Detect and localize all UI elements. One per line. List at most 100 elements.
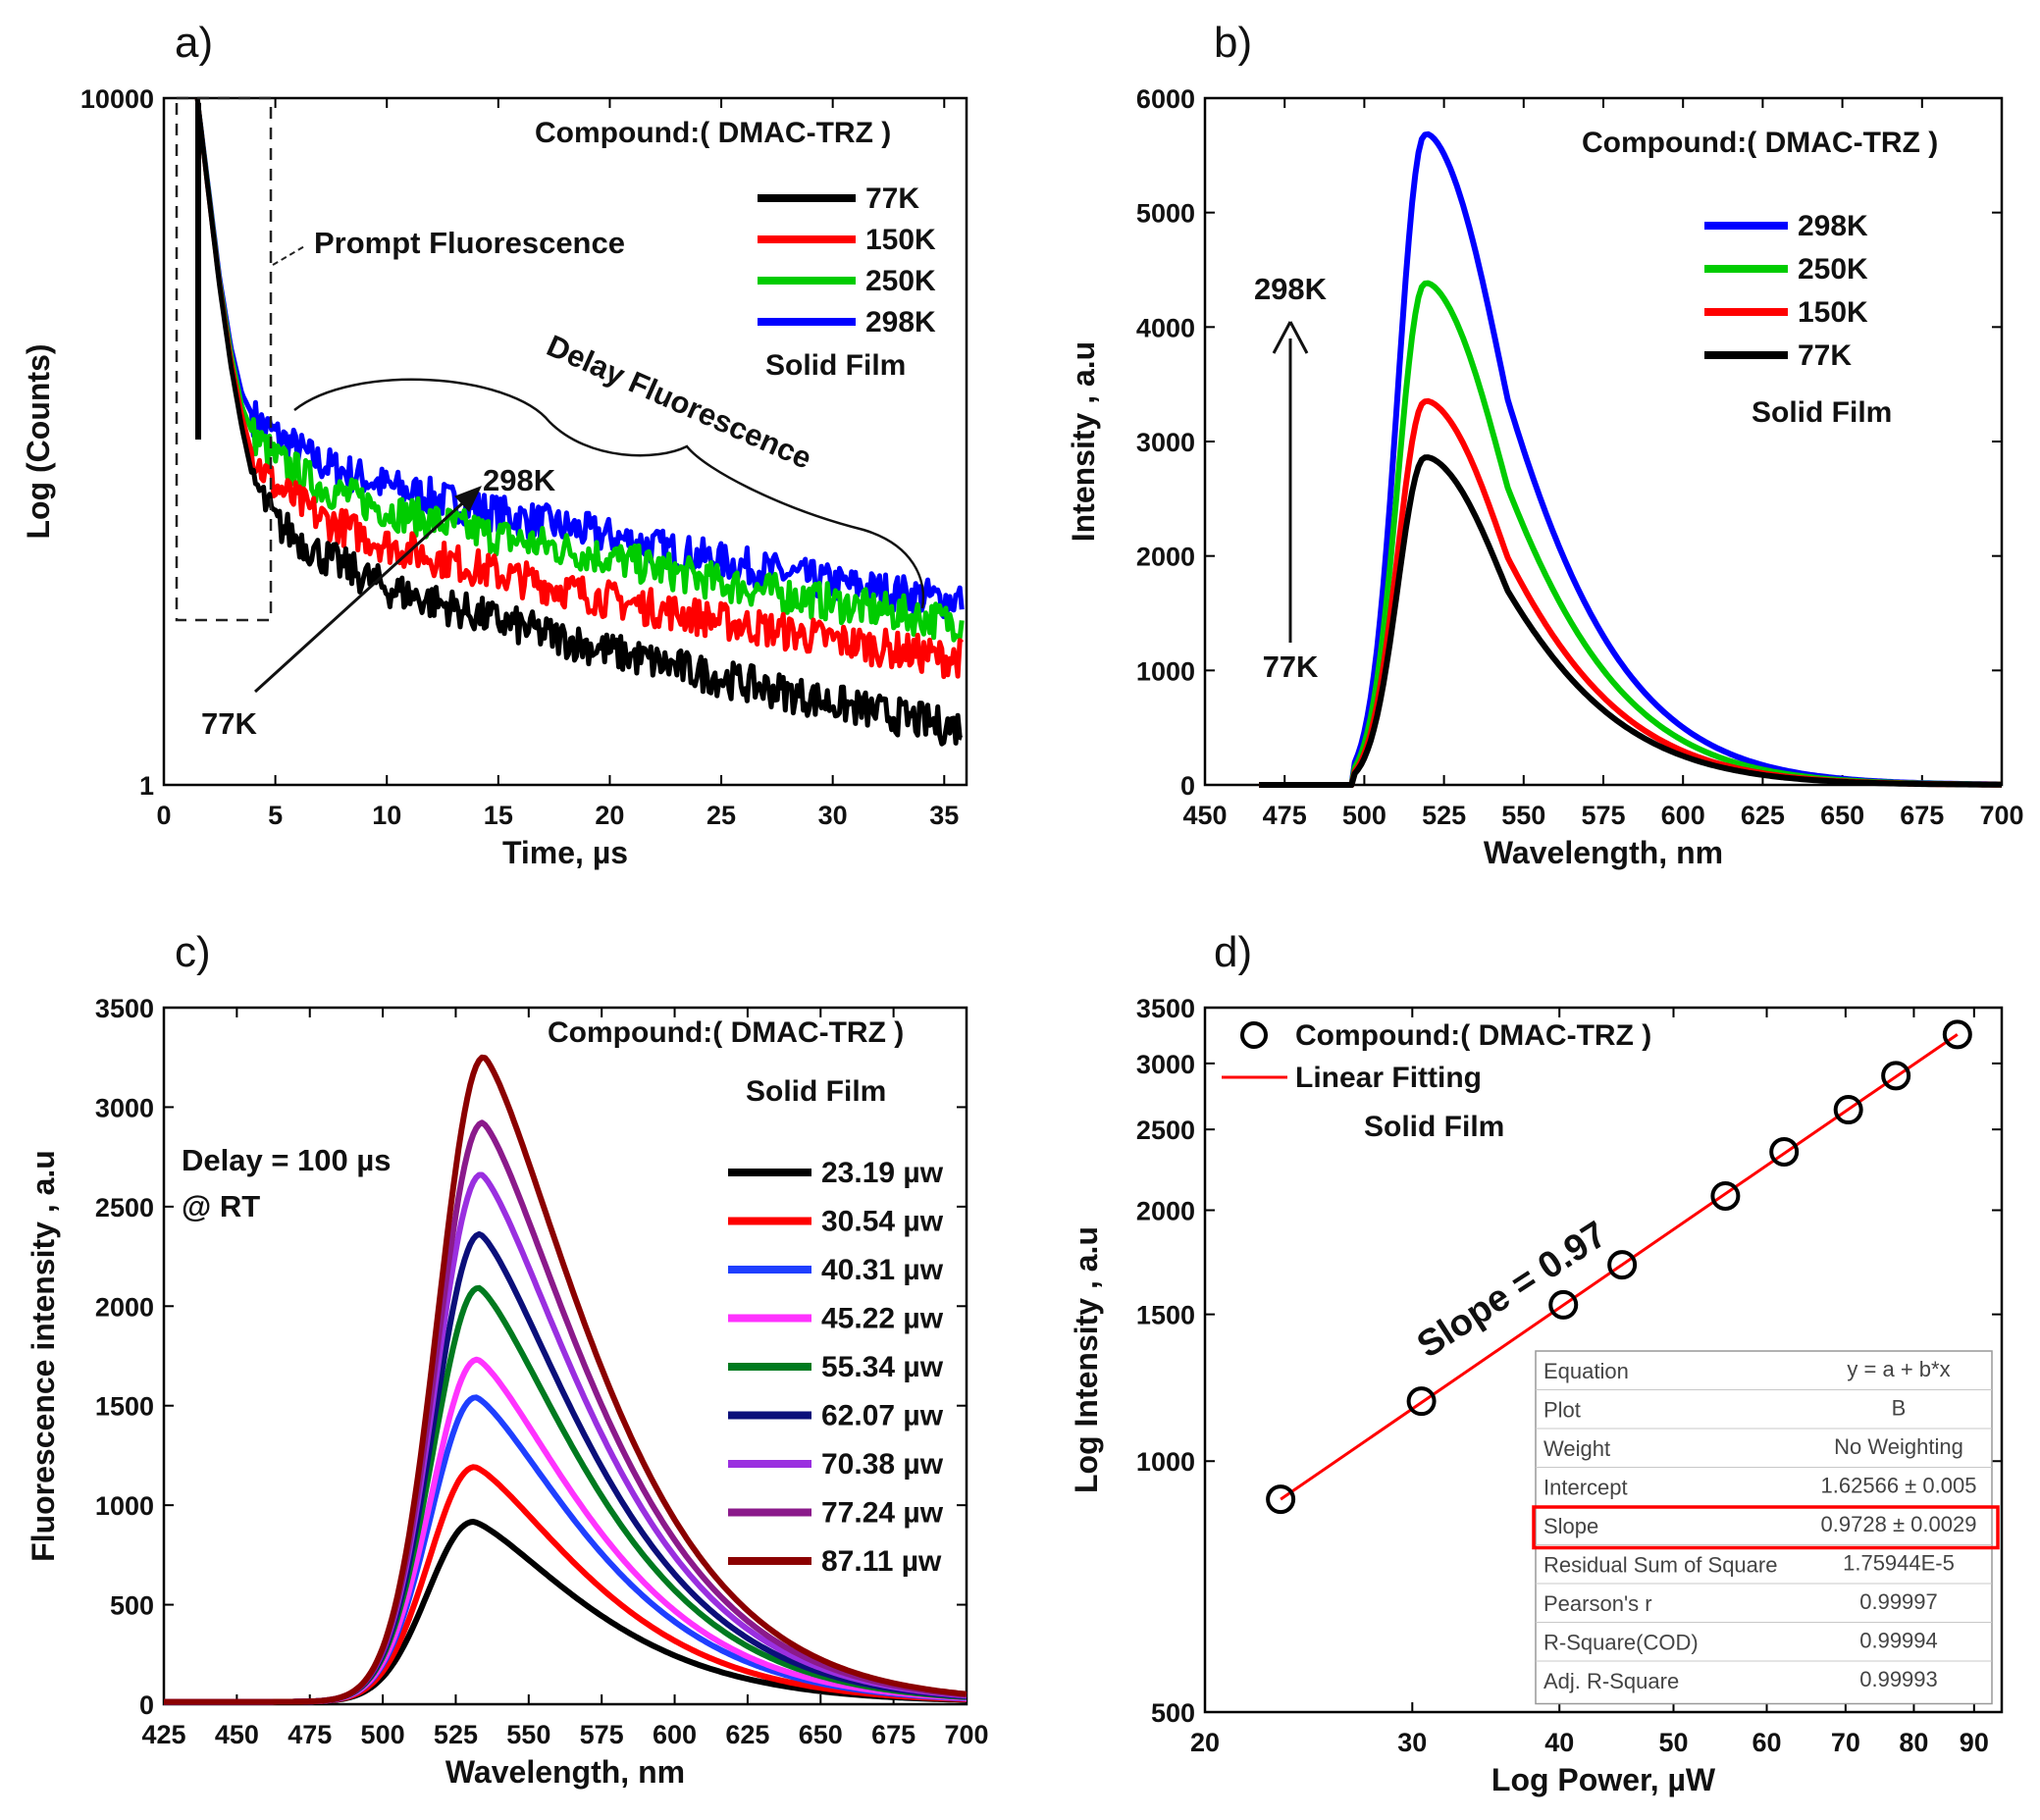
x-tick-label: 675 [1900, 801, 1944, 830]
y-tick-label: 1500 [95, 1392, 154, 1422]
panel-label: c) [175, 928, 211, 976]
fit-table-key: Adj. R-Square [1543, 1669, 1679, 1693]
slope-highlight-box [1532, 1505, 2000, 1550]
x-tick-label: 25 [706, 801, 736, 830]
x-tick-label: 30 [818, 801, 848, 830]
x-tick-label: 650 [799, 1720, 843, 1749]
legend-label: 30.54 µw [821, 1206, 944, 1238]
y-axis-label: Log Intensity , a.u [1069, 1226, 1104, 1493]
y-tick-label: 0 [139, 1690, 154, 1720]
x-tick-label: 600 [1661, 801, 1705, 830]
fit-table-key: Slope [1543, 1514, 1598, 1538]
legend-note: Solid Film [1752, 396, 1892, 429]
x-tick-label: 675 [871, 1720, 915, 1749]
temperature-arrow [253, 494, 473, 694]
data-point [1769, 1136, 1800, 1167]
legend-note: Solid Film [746, 1075, 886, 1108]
y-tick-label: 6000 [1136, 84, 1195, 114]
y-tick-label: 2500 [95, 1193, 154, 1222]
legend-label: 250K [865, 265, 936, 297]
y-axis-label: Log (Counts) [21, 343, 56, 539]
y-tick-label: 500 [1151, 1698, 1195, 1728]
rt-annotation: @ RT [182, 1189, 260, 1223]
legend-title: Compound:( DMAC-TRZ ) [535, 117, 891, 149]
series-line-298K [1259, 130, 2002, 788]
y-tick-label: 4000 [1136, 313, 1195, 342]
data-point [1942, 1019, 1972, 1050]
annotation-77K: 77K [1263, 650, 1319, 684]
legend-label: 40.31 µw [821, 1254, 944, 1286]
annotation-77K: 77K [201, 706, 257, 741]
plot-frame [162, 1006, 968, 1706]
x-tick-label: 80 [1899, 1728, 1928, 1757]
x-tick-label: 60 [1752, 1728, 1781, 1757]
x-tick-label: 40 [1544, 1728, 1574, 1757]
x-axis-label: Wavelength, nm [1484, 835, 1723, 870]
legend-label-scatter: Compound:( DMAC-TRZ ) [1295, 1019, 1651, 1052]
x-tick-label: 30 [1397, 1728, 1427, 1757]
legend-title: Compound:( DMAC-TRZ ) [1582, 127, 1938, 159]
legend-title: Compound:( DMAC-TRZ ) [548, 1016, 904, 1049]
data-point [1406, 1386, 1437, 1417]
legend-note: Solid Film [1364, 1111, 1504, 1143]
legend-label: 250K [1798, 253, 1868, 286]
legend-label: 23.19 µw [821, 1157, 944, 1189]
x-tick-label: 425 [141, 1720, 185, 1749]
y-tick-label: 1 [139, 771, 154, 801]
legend-label: 77K [865, 182, 919, 215]
x-tick-label: 90 [1960, 1728, 1989, 1757]
y-tick-label: 5000 [1136, 199, 1195, 229]
temperature-arrowhead [454, 486, 482, 512]
x-tick-label: 20 [595, 801, 624, 830]
fit-line [1280, 1033, 1959, 1501]
temperature-arrowhead [1272, 321, 1309, 354]
fit-table-value: 1.62566 ± 0.005 [1821, 1474, 1977, 1498]
x-tick-label: 575 [1581, 801, 1625, 830]
fit-table-value: 0.9728 ± 0.0029 [1821, 1512, 1977, 1536]
delay-brace [293, 378, 925, 609]
y-tick-label: 2000 [1136, 543, 1195, 572]
legend-label: 298K [865, 306, 936, 338]
x-tick-label: 475 [1263, 801, 1307, 830]
y-tick-label: 1000 [1136, 656, 1195, 686]
y-tick-label: 3500 [95, 994, 154, 1023]
x-tick-label: 575 [580, 1720, 624, 1749]
legend-label: 87.11 µw [821, 1545, 942, 1578]
legend-label: 150K [1798, 296, 1868, 329]
data-point [1607, 1250, 1638, 1280]
series-line-250K [1259, 280, 2002, 788]
x-tick-label: 10 [372, 801, 401, 830]
data-point [1266, 1484, 1296, 1515]
y-tick-label: 10000 [80, 84, 154, 114]
panel-a: a) 0 5 10 15 20 25 30 35 1 10000 Time, µs Log (Count… [21, 19, 968, 870]
series-line-150K [194, 97, 965, 680]
panel-d: d) 20 30 40 50 60 70 80 90 500 1000 1500 2000 2500 300… [1069, 928, 2004, 1797]
prompt-pointer [272, 244, 307, 266]
legend-label: 45.22 µw [821, 1303, 944, 1335]
series-line-77K [194, 97, 964, 747]
x-tick-label: 50 [1658, 1728, 1688, 1757]
data-point [1710, 1181, 1741, 1212]
legend-label: 55.34 µw [821, 1351, 944, 1383]
fit-table-value: 1.75944E-5 [1843, 1551, 1955, 1576]
series-line-250K [194, 97, 965, 643]
x-tick-label: 650 [1820, 801, 1864, 830]
fit-table-key: Residual Sum of Square [1543, 1553, 1777, 1578]
panel-c: c) 425 450 475 500 525 550 575 600 625 650 675 700 0 5… [26, 928, 989, 1790]
y-tick-label: 3000 [1136, 428, 1195, 457]
y-tick-label: 3500 [1136, 994, 1195, 1023]
x-axis-label: Time, µs [502, 835, 628, 870]
legend-label: 70.38 µw [821, 1448, 944, 1481]
x-tick-label: 525 [434, 1720, 478, 1749]
x-tick-label: 5 [268, 801, 283, 830]
legend-label: 62.07 µw [821, 1400, 944, 1432]
fit-table-value: 0.99993 [1859, 1667, 1938, 1691]
plot-frame [162, 96, 968, 787]
x-tick-label: 550 [506, 1720, 550, 1749]
x-tick-label: 550 [1501, 801, 1545, 830]
data-point [1548, 1289, 1579, 1320]
x-axis-label: Log Power, µW [1491, 1762, 1716, 1797]
fit-table-value: y = a + b*x [1847, 1357, 1950, 1381]
x-tick-label: 625 [1741, 801, 1785, 830]
plot-frame [1203, 1006, 2004, 1714]
